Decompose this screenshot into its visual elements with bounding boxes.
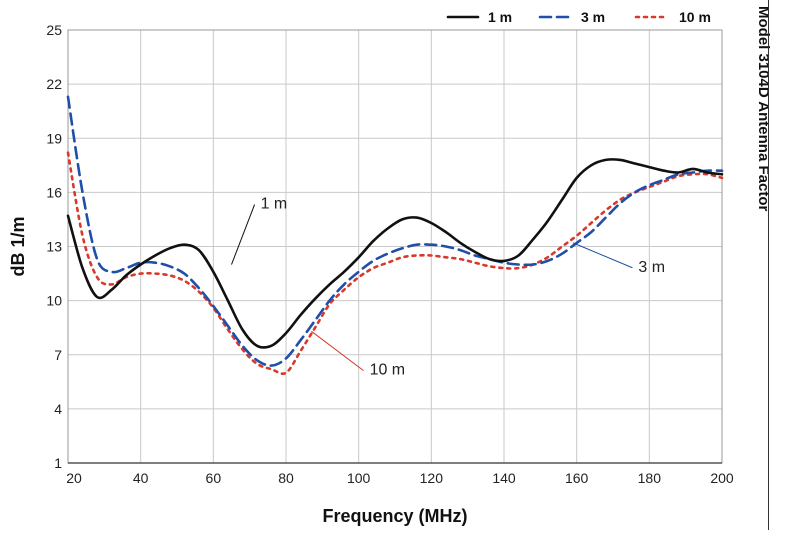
legend-label: 3 m [581, 9, 605, 25]
x-tick-label: 140 [492, 470, 516, 486]
x-tick-label: 160 [565, 470, 589, 486]
x-tick-label: 20 [66, 470, 82, 486]
y-tick-label: 4 [54, 401, 62, 417]
x-tick-label: 80 [278, 470, 294, 486]
y-axis-title: dB 1/m [8, 216, 28, 276]
x-tick-label: 120 [420, 470, 444, 486]
y-tick-label: 25 [46, 22, 62, 38]
legend-label: 1 m [488, 9, 512, 25]
y-tick-label: 7 [54, 347, 62, 363]
series-line-3m [66, 95, 724, 367]
y-tick-label: 16 [46, 184, 62, 200]
x-tick-label: 200 [710, 470, 734, 486]
series-line-1m [66, 158, 724, 349]
y-tick-label: 10 [46, 293, 62, 309]
series-line-10m [66, 151, 724, 376]
y-tick-label: 22 [46, 76, 62, 92]
annotation-label: 10 m [370, 362, 406, 379]
y-tick-label: 19 [46, 130, 62, 146]
x-tick-label: 40 [133, 470, 149, 486]
chart-title: Model 3104D Antenna Factor [755, 6, 772, 212]
y-tick-label: 1 [54, 455, 62, 471]
y-tick-label: 13 [46, 239, 62, 255]
legend-label: 10 m [679, 9, 711, 25]
annotation-leader [231, 204, 256, 265]
x-axis-title: Frequency (MHz) [322, 506, 467, 526]
x-tick-label: 100 [347, 470, 371, 486]
annotation-leader [572, 242, 633, 269]
annotation-leader [311, 330, 364, 371]
x-tick-label: 60 [206, 470, 222, 486]
x-tick-label: 180 [638, 470, 662, 486]
chart-side-title: Model 3104D Antenna Factor [734, 0, 784, 541]
annotation-label: 3 m [638, 259, 665, 276]
title-divider [768, 0, 769, 530]
annotation-label: 1 m [261, 196, 288, 213]
